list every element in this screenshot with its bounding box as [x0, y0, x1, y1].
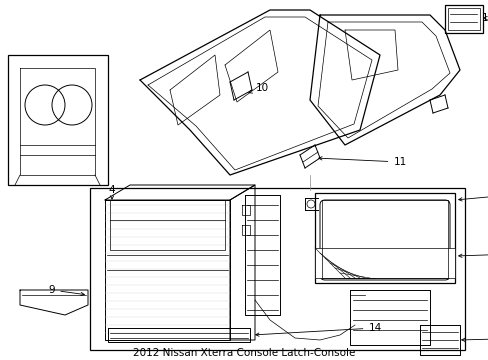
Bar — [447, 8, 479, 30]
Bar — [8, 55, 108, 185]
Text: 2012 Nissan Xterra Console Latch-Console: 2012 Nissan Xterra Console Latch-Console — [133, 348, 354, 358]
Text: 10: 10 — [248, 83, 268, 93]
Text: 6: 6 — [458, 180, 488, 201]
FancyBboxPatch shape — [319, 200, 449, 280]
Bar — [314, 193, 454, 283]
Bar — [314, 248, 454, 278]
Text: 5: 5 — [461, 325, 488, 342]
Bar — [444, 5, 482, 33]
Text: 11: 11 — [318, 157, 406, 167]
Bar — [90, 188, 464, 350]
Text: 13: 13 — [480, 13, 488, 23]
Text: 14: 14 — [255, 323, 381, 336]
Text: 4: 4 — [108, 185, 115, 199]
Text: 7: 7 — [458, 243, 488, 257]
Text: 9: 9 — [49, 285, 84, 296]
